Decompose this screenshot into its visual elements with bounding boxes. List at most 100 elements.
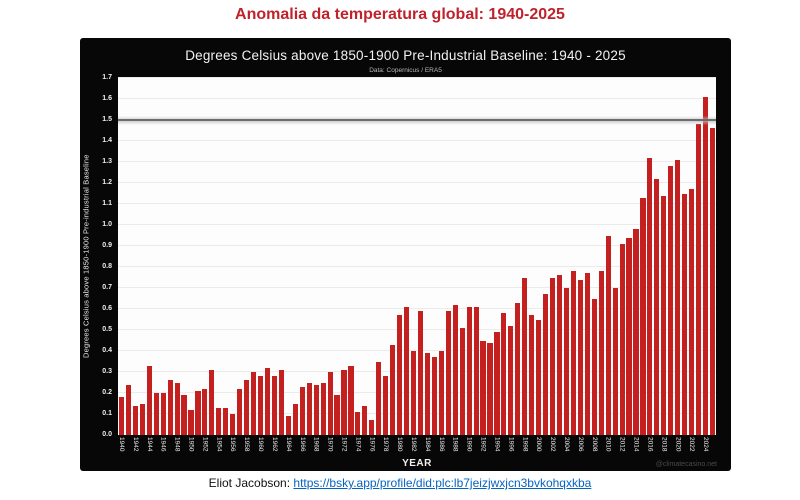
x-tick-label-1986: 1986 [437,437,445,452]
bar-slot-2016 [646,78,653,435]
y-tick-label: 1.0 [102,221,112,228]
x-axis-ticks: 1940 1942 1944 1946 1948 1950 1952 1954 1956 1958… [118,437,716,459]
bar-slot-1969 [320,78,327,435]
bar-slot-1977 [375,78,382,435]
bar-2016 [647,157,653,435]
bar-slot-2013 [626,78,633,435]
bar-slot-1996 [507,78,514,435]
x-tick-label-1942: 1942 [131,437,139,452]
bar-1990 [466,306,472,435]
bar-slot-2018 [660,78,667,435]
bar-1968 [313,384,319,435]
bar-slot-1973 [347,78,354,435]
bar-slot-1995 [500,78,507,435]
bar-slot-2001 [542,78,549,435]
bar-1965 [292,403,298,435]
gridline [118,413,716,414]
bar-slot-1968 [313,78,320,435]
bar-1966 [299,386,305,435]
bar-slot-1983 [417,78,424,435]
bar-slot-1980 [396,78,403,435]
bsky-profile-link[interactable]: https://bsky.app/profile/did:plc:lb7jeiz… [293,476,592,490]
x-tick-label-2016: 2016 [646,437,654,452]
bar-1956 [230,414,236,435]
bar-1955 [223,407,229,435]
bar-1942 [132,405,138,435]
bar-1964 [285,416,291,435]
bar-slot-1955 [222,78,229,435]
x-tick-label-1958: 1958 [243,437,251,452]
x-tick-label-2020: 2020 [674,437,682,452]
bar-slot-1999 [528,78,535,435]
bar-2017 [654,178,660,435]
x-tick-label-1968: 1968 [312,437,320,452]
bar-1989 [459,327,465,435]
gridline [118,392,716,393]
y-tick-label: 1.3 [102,158,112,165]
bar-slot-2014 [633,78,640,435]
bar-1996 [508,325,514,435]
bar-slot-1986 [438,78,445,435]
bar-slot-2004 [563,78,570,435]
bar-2020 [675,159,681,435]
bar-2025 [709,128,716,435]
y-tick-label: 1.7 [102,74,112,81]
bar-slot-2000 [535,78,542,435]
bar-slot-1965 [292,78,299,435]
bar-1963 [278,369,284,435]
bar-1959 [251,372,257,435]
bar-1947 [167,380,173,435]
bar-slot-1987 [445,78,452,435]
bar-1997 [515,302,521,435]
bar-1974 [355,411,361,435]
x-tick-label-1940: 1940 [117,437,125,452]
bar-1998 [522,277,528,435]
bar-2024 [702,96,709,435]
bar-1967 [306,382,312,435]
bar-1980 [397,315,403,435]
gridline [118,77,716,78]
bar-1941 [125,384,131,435]
bar-1999 [529,315,535,435]
bar-1946 [160,393,166,435]
x-tick-label-1998: 1998 [521,437,529,452]
bar-1954 [216,407,222,435]
plot-area [118,77,716,435]
bar-slot-1989 [459,78,466,435]
bar-1993 [487,342,493,435]
bar-slot-1978 [382,78,389,435]
bar-slot-1948 [174,78,181,435]
bar-1986 [438,351,444,435]
bar-slot-1958 [243,78,250,435]
bar-1969 [320,382,326,435]
x-tick-label-1974: 1974 [354,437,362,452]
y-tick-label: 1.1 [102,199,112,207]
bar-1981 [403,306,410,435]
bar-slot-1984 [424,78,431,435]
bar-slot-1967 [306,78,313,435]
bar-slot-1982 [410,78,417,435]
bar-2005 [570,271,576,435]
y-tick-label: 1.5 [102,116,112,123]
bar-2023 [696,124,702,435]
chart-title: Degrees Celsius above 1850-1900 Pre-Indu… [185,48,626,63]
bar-slot-1963 [278,78,285,435]
y-tick-label: 0.1 [102,410,112,417]
bar-slot-1952 [201,78,208,435]
bar-1991 [473,306,479,435]
bar-slot-1975 [361,78,368,435]
bar-slot-1956 [229,78,236,435]
bar-slot-2024 [702,78,709,435]
x-tick-label-1964: 1964 [284,437,292,452]
bar-slot-1947 [167,78,174,435]
bar-slot-1944 [146,78,153,435]
bar-slot-2015 [639,78,646,435]
y-tick-label: 0.5 [102,325,112,333]
bar-slot-1998 [521,78,528,435]
bar-slot-2002 [549,78,556,435]
chart-subtitle: Data: Copernicus / ERA5 [369,67,442,74]
bar-2006 [577,279,583,435]
bar-slot-2005 [570,78,577,435]
y-tick-label: 0.0 [102,431,112,438]
